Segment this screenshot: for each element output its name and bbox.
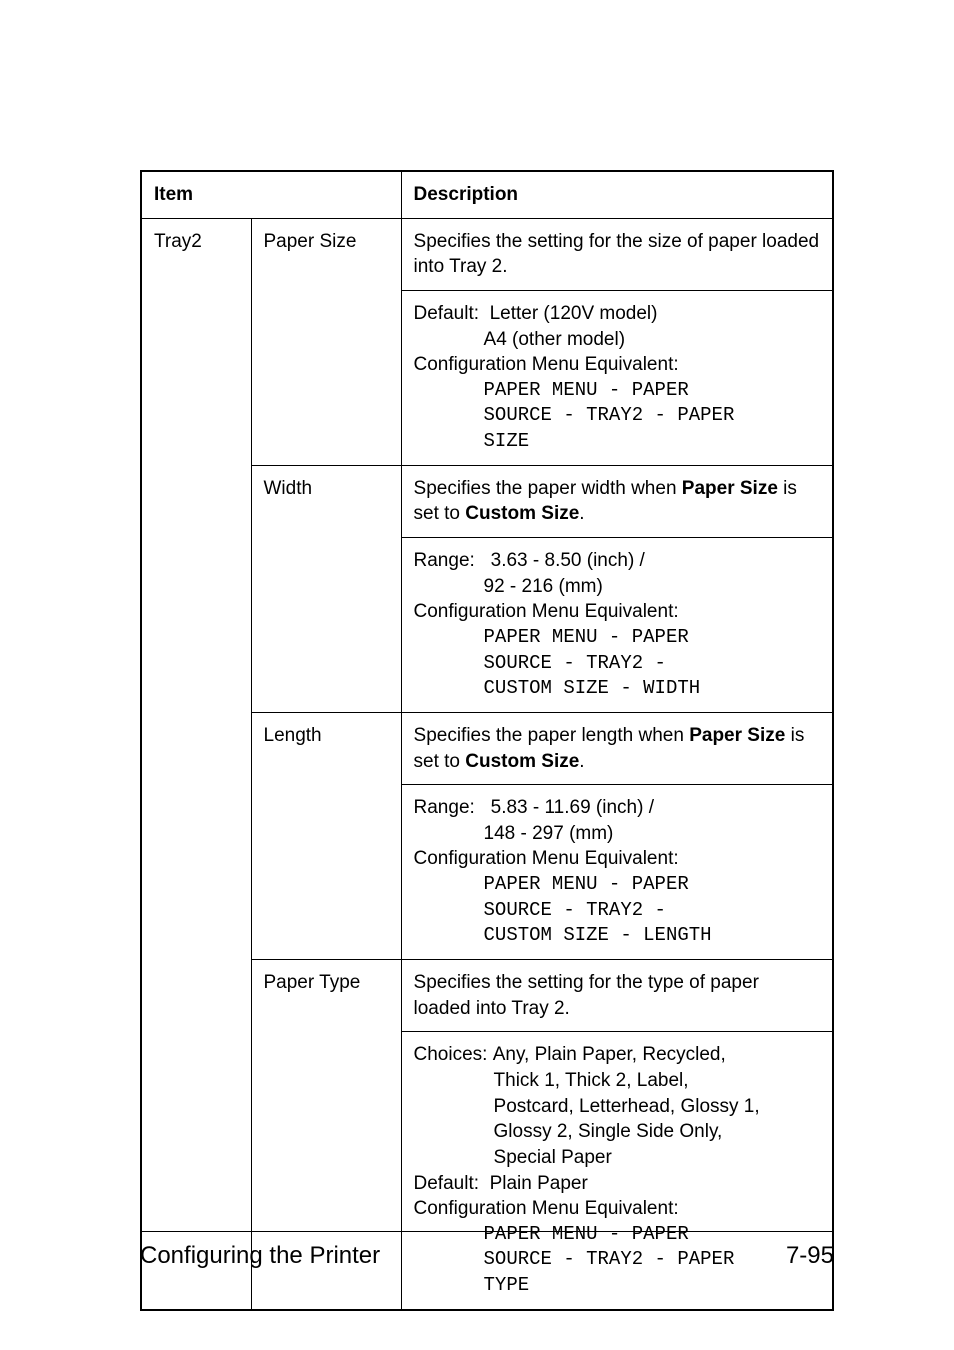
mono-text: SIZE xyxy=(414,429,820,455)
settings-table: Item Description Tray2 Paper Size Specif… xyxy=(140,170,834,1311)
desc-cell: Specifies the setting for the size of pa… xyxy=(401,218,833,290)
group-cell: Tray2 xyxy=(141,218,251,1310)
default-val: Letter (120V model) xyxy=(490,303,658,324)
footer-left: Configuring the Printer xyxy=(140,1242,380,1270)
desc-cell: Specifies the paper width when Paper Siz… xyxy=(401,465,833,537)
mono-text: TYPE xyxy=(414,1273,820,1299)
config-label: Configuration Menu Equivalent: xyxy=(414,354,679,375)
mono-text: PAPER MENU - PAPER xyxy=(414,625,820,651)
intro-post: . xyxy=(579,503,584,524)
page-footer: Configuring the Printer 7-95 xyxy=(140,1231,834,1270)
table-row: Tray2 Paper Size Specifies the setting f… xyxy=(141,218,833,290)
intro-pre: Specifies the paper width when xyxy=(414,478,682,499)
footer-right: 7-95 xyxy=(786,1242,834,1270)
choices-line: Special Paper xyxy=(414,1145,820,1171)
default-val: A4 (other model) xyxy=(414,327,820,353)
header-item: Item xyxy=(141,171,401,218)
desc-cell: Range: 3.63 - 8.50 (inch) / 92 - 216 (mm… xyxy=(401,538,833,713)
default-val: Plain Paper xyxy=(490,1173,588,1194)
intro-bold: Custom Size xyxy=(465,503,579,524)
desc-cell: Range: 5.83 - 11.69 (inch) / 148 - 297 (… xyxy=(401,785,833,960)
range-label: Range: xyxy=(414,797,475,818)
intro-text: Specifies the setting for the type of pa… xyxy=(414,972,759,1019)
range-val: 3.63 - 8.50 (inch) / xyxy=(491,550,645,571)
mono-text: PAPER MENU - PAPER xyxy=(414,872,820,898)
page: Item Description Tray2 Paper Size Specif… xyxy=(0,0,954,1350)
item-cell: Width xyxy=(251,465,401,712)
range-val: 92 - 216 (mm) xyxy=(414,574,820,600)
desc-cell: Specifies the paper length when Paper Si… xyxy=(401,712,833,784)
desc-cell: Default: Letter (120V model) A4 (other m… xyxy=(401,290,833,465)
config-label: Configuration Menu Equivalent: xyxy=(414,601,679,622)
header-description: Description xyxy=(401,171,833,218)
mono-text: SOURCE - TRAY2 - PAPER xyxy=(414,403,820,429)
range-val: 148 - 297 (mm) xyxy=(414,821,820,847)
mono-text: PAPER MENU - PAPER xyxy=(414,378,820,404)
intro-post: . xyxy=(579,751,584,772)
intro-bold: Custom Size xyxy=(465,751,579,772)
choices-line: Postcard, Letterhead, Glossy 1, xyxy=(414,1094,820,1120)
config-label: Configuration Menu Equivalent: xyxy=(414,848,679,869)
choices-line: Any, Plain Paper, Recycled, xyxy=(493,1044,726,1065)
desc-cell: Specifies the setting for the type of pa… xyxy=(401,960,833,1032)
config-label: Configuration Menu Equivalent: xyxy=(414,1198,679,1219)
choices-line: Glossy 2, Single Side Only, xyxy=(414,1119,820,1145)
intro-bold: Paper Size xyxy=(689,725,785,746)
mono-text: CUSTOM SIZE - LENGTH xyxy=(414,923,820,949)
intro-bold: Paper Size xyxy=(682,478,778,499)
intro-pre: Specifies the paper length when xyxy=(414,725,690,746)
item-cell: Paper Size xyxy=(251,218,401,465)
mono-text: SOURCE - TRAY2 - xyxy=(414,898,820,924)
range-val: 5.83 - 11.69 (inch) / xyxy=(491,797,654,818)
default-label: Default: xyxy=(414,303,479,324)
mono-text: SOURCE - TRAY2 - xyxy=(414,651,820,677)
default-label: Default: xyxy=(414,1173,479,1194)
mono-text: CUSTOM SIZE - WIDTH xyxy=(414,676,820,702)
table-header-row: Item Description xyxy=(141,171,833,218)
choices-line: Thick 1, Thick 2, Label, xyxy=(414,1068,820,1094)
intro-text: Specifies the setting for the size of pa… xyxy=(414,231,820,278)
range-label: Range: xyxy=(414,550,475,571)
item-cell: Length xyxy=(251,712,401,959)
choices-label: Choices: xyxy=(414,1044,488,1065)
